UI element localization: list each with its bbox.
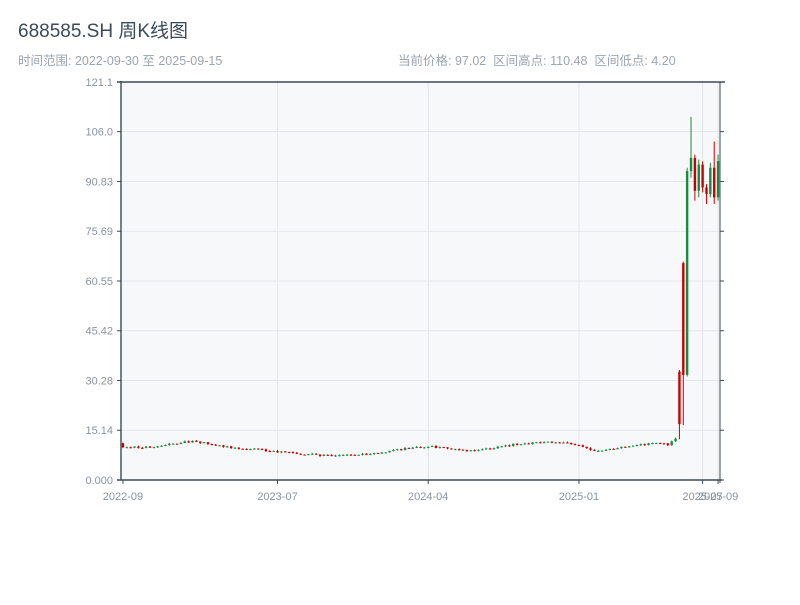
svg-text:2025-01: 2025-01 — [559, 491, 599, 503]
svg-text:90.83: 90.83 — [85, 176, 113, 188]
svg-text:75.69: 75.69 — [85, 226, 113, 238]
svg-text:121.1: 121.1 — [85, 77, 113, 89]
svg-text:2024-04: 2024-04 — [408, 491, 448, 503]
svg-text:60.55: 60.55 — [85, 276, 113, 288]
svg-text:0.000: 0.000 — [85, 475, 113, 487]
svg-text:45.42: 45.42 — [85, 326, 113, 338]
svg-text:2022-09: 2022-09 — [103, 491, 143, 503]
svg-text:15.14: 15.14 — [85, 425, 113, 437]
svg-text:30.28: 30.28 — [85, 375, 113, 387]
svg-text:2023-07: 2023-07 — [257, 491, 297, 503]
svg-text:106.0: 106.0 — [85, 127, 113, 139]
svg-text:2025-09: 2025-09 — [698, 491, 738, 503]
